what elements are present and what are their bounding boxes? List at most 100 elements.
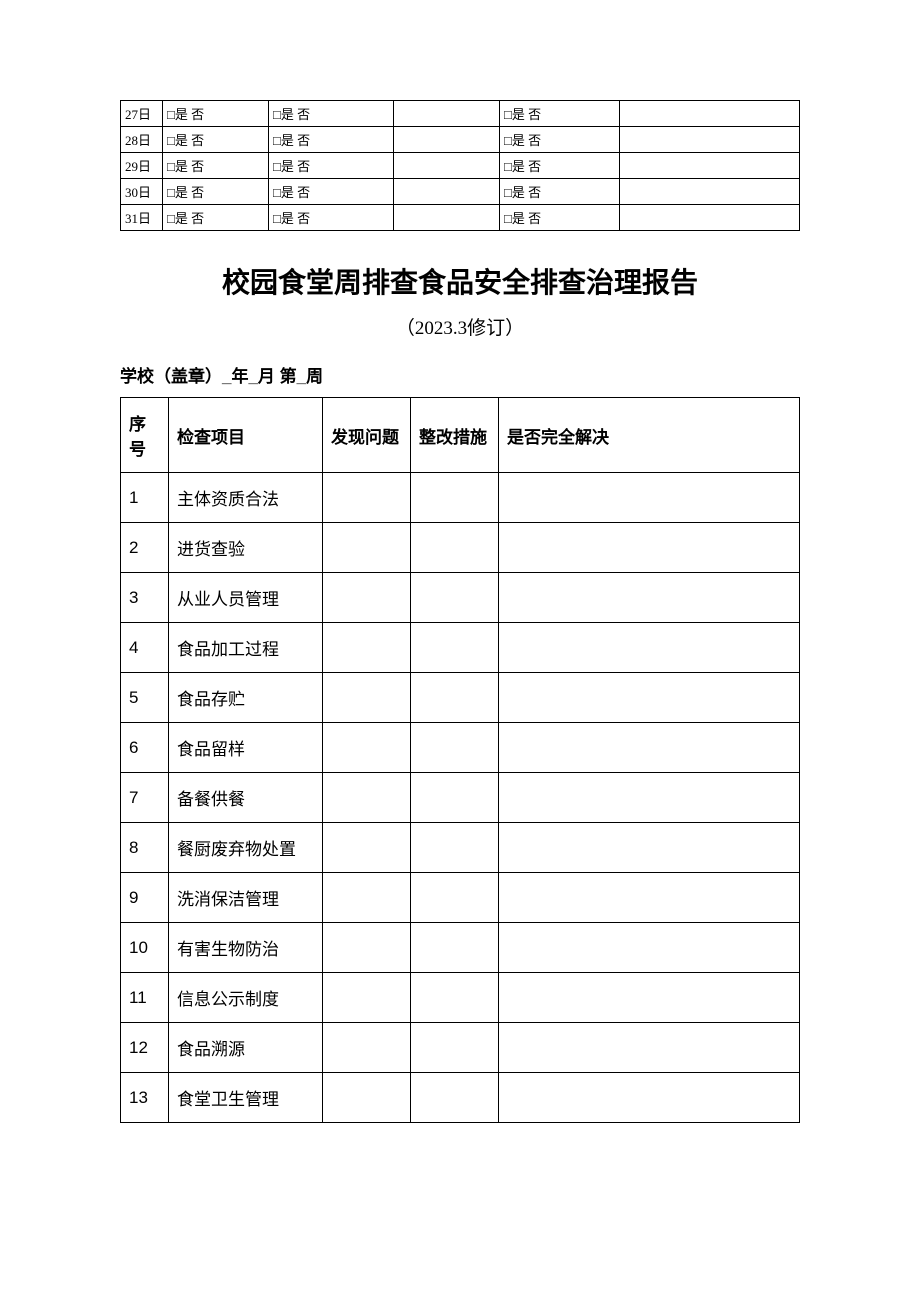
header-seq: 序号 <box>121 398 169 473</box>
header-item: 检查项目 <box>169 398 323 473</box>
header-measure: 整改措施 <box>411 398 499 473</box>
check-cell[interactable]: □是 否 <box>269 153 394 179</box>
check-cell[interactable]: □是 否 <box>269 179 394 205</box>
solved-cell[interactable] <box>499 923 800 973</box>
check-cell[interactable]: □是 否 <box>500 101 620 127</box>
inspection-row: 12食品溯源 <box>121 1023 800 1073</box>
measure-cell[interactable] <box>411 823 499 873</box>
solved-cell[interactable] <box>499 823 800 873</box>
item-cell: 主体资质合法 <box>169 473 323 523</box>
issue-cell[interactable] <box>323 473 411 523</box>
inspection-row: 1主体资质合法 <box>121 473 800 523</box>
inspection-row: 10有害生物防治 <box>121 923 800 973</box>
inspection-row: 7备餐供餐 <box>121 773 800 823</box>
weekly-table-header-row: 序号 检查项目 发现问题 整改措施 是否完全解决 <box>121 398 800 473</box>
measure-cell[interactable] <box>411 523 499 573</box>
check-cell[interactable]: □是 否 <box>163 205 269 231</box>
blank-cell <box>620 179 800 205</box>
issue-cell[interactable] <box>323 1073 411 1123</box>
weekly-inspection-table: 序号 检查项目 发现问题 整改措施 是否完全解决 1主体资质合法2进货查验3从业… <box>120 397 800 1123</box>
issue-cell[interactable] <box>323 1023 411 1073</box>
measure-cell[interactable] <box>411 623 499 673</box>
item-cell: 进货查验 <box>169 523 323 573</box>
blank-cell <box>394 127 500 153</box>
seq-cell: 3 <box>121 573 169 623</box>
measure-cell[interactable] <box>411 973 499 1023</box>
date-cell: 29日 <box>121 153 163 179</box>
daily-check-row: 29日□是 否□是 否□是 否 <box>121 153 800 179</box>
daily-check-row: 28日□是 否□是 否□是 否 <box>121 127 800 153</box>
daily-check-table: 27日□是 否□是 否□是 否28日□是 否□是 否□是 否29日□是 否□是 … <box>120 100 800 231</box>
seq-cell: 4 <box>121 623 169 673</box>
issue-cell[interactable] <box>323 823 411 873</box>
report-title: 校园食堂周排查食品安全排查治理报告 <box>120 261 800 301</box>
blank-cell <box>620 205 800 231</box>
check-cell[interactable]: □是 否 <box>269 101 394 127</box>
solved-cell[interactable] <box>499 973 800 1023</box>
check-cell[interactable]: □是 否 <box>163 101 269 127</box>
date-cell: 30日 <box>121 179 163 205</box>
date-cell: 28日 <box>121 127 163 153</box>
issue-cell[interactable] <box>323 773 411 823</box>
item-cell: 从业人员管理 <box>169 573 323 623</box>
inspection-row: 6食品留样 <box>121 723 800 773</box>
solved-cell[interactable] <box>499 1023 800 1073</box>
seq-cell: 9 <box>121 873 169 923</box>
inspection-row: 5食品存贮 <box>121 673 800 723</box>
seq-cell: 1 <box>121 473 169 523</box>
issue-cell[interactable] <box>323 973 411 1023</box>
measure-cell[interactable] <box>411 723 499 773</box>
solved-cell[interactable] <box>499 673 800 723</box>
check-cell[interactable]: □是 否 <box>163 179 269 205</box>
seq-cell: 12 <box>121 1023 169 1073</box>
item-cell: 有害生物防治 <box>169 923 323 973</box>
solved-cell[interactable] <box>499 773 800 823</box>
blank-cell <box>394 153 500 179</box>
measure-cell[interactable] <box>411 873 499 923</box>
header-solved: 是否完全解决 <box>499 398 800 473</box>
check-cell[interactable]: □是 否 <box>269 127 394 153</box>
inspection-row: 2进货查验 <box>121 523 800 573</box>
inspection-row: 8餐厨废弃物处置 <box>121 823 800 873</box>
check-cell[interactable]: □是 否 <box>163 153 269 179</box>
report-subtitle: （2023.3修订） <box>120 313 800 340</box>
issue-cell[interactable] <box>323 873 411 923</box>
measure-cell[interactable] <box>411 1073 499 1123</box>
check-cell[interactable]: □是 否 <box>269 205 394 231</box>
blank-cell <box>394 101 500 127</box>
solved-cell[interactable] <box>499 1073 800 1123</box>
check-cell[interactable]: □是 否 <box>500 179 620 205</box>
item-cell: 食堂卫生管理 <box>169 1073 323 1123</box>
seq-cell: 10 <box>121 923 169 973</box>
measure-cell[interactable] <box>411 473 499 523</box>
solved-cell[interactable] <box>499 723 800 773</box>
measure-cell[interactable] <box>411 773 499 823</box>
measure-cell[interactable] <box>411 673 499 723</box>
daily-check-row: 30日□是 否□是 否□是 否 <box>121 179 800 205</box>
measure-cell[interactable] <box>411 573 499 623</box>
seq-cell: 5 <box>121 673 169 723</box>
school-stamp-line: 学校（盖章）_年_月 第_周 <box>120 362 800 387</box>
measure-cell[interactable] <box>411 923 499 973</box>
inspection-row: 4食品加工过程 <box>121 623 800 673</box>
item-cell: 洗消保洁管理 <box>169 873 323 923</box>
solved-cell[interactable] <box>499 523 800 573</box>
solved-cell[interactable] <box>499 473 800 523</box>
measure-cell[interactable] <box>411 1023 499 1073</box>
check-cell[interactable]: □是 否 <box>500 127 620 153</box>
issue-cell[interactable] <box>323 923 411 973</box>
solved-cell[interactable] <box>499 873 800 923</box>
seq-cell: 8 <box>121 823 169 873</box>
check-cell[interactable]: □是 否 <box>500 153 620 179</box>
issue-cell[interactable] <box>323 673 411 723</box>
check-cell[interactable]: □是 否 <box>163 127 269 153</box>
solved-cell[interactable] <box>499 573 800 623</box>
check-cell[interactable]: □是 否 <box>500 205 620 231</box>
issue-cell[interactable] <box>323 623 411 673</box>
issue-cell[interactable] <box>323 573 411 623</box>
issue-cell[interactable] <box>323 523 411 573</box>
inspection-row: 13食堂卫生管理 <box>121 1073 800 1123</box>
solved-cell[interactable] <box>499 623 800 673</box>
issue-cell[interactable] <box>323 723 411 773</box>
item-cell: 食品加工过程 <box>169 623 323 673</box>
